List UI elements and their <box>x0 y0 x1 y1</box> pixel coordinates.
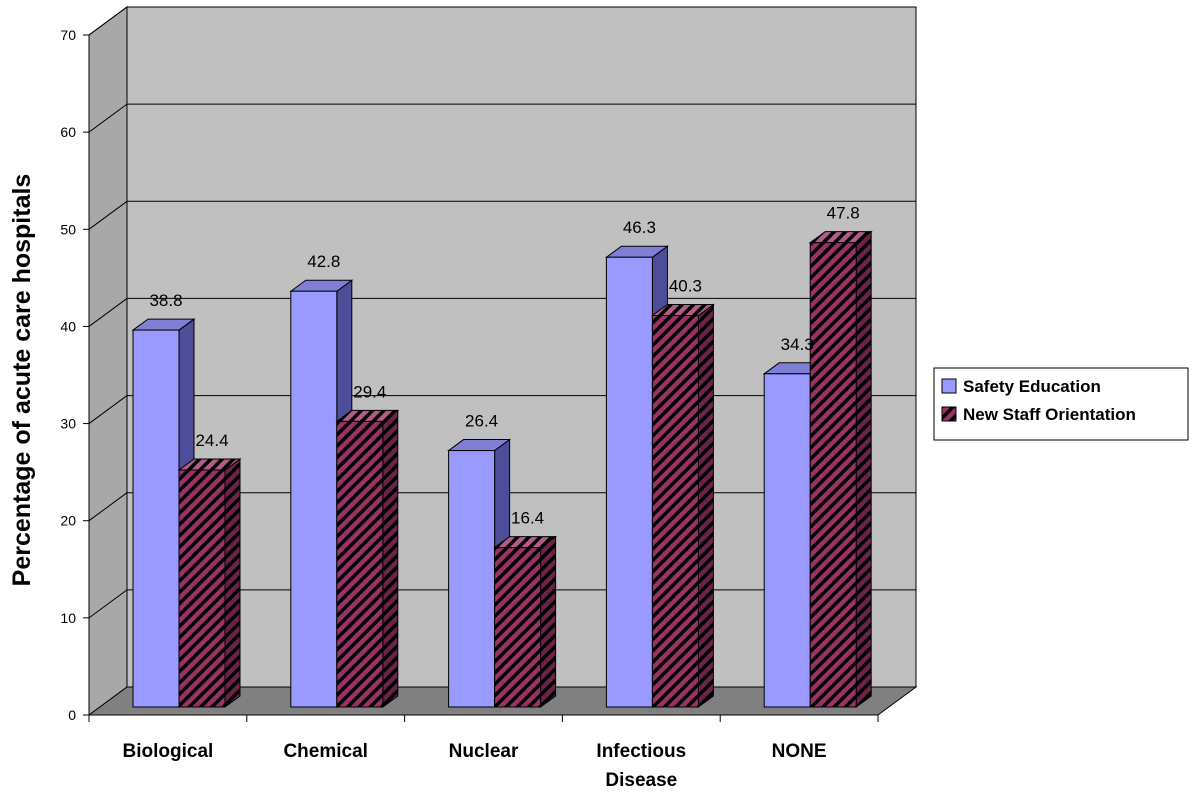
bar-side <box>697 303 714 708</box>
bar-new-staff-orientation <box>335 409 400 708</box>
y-tick-label: 60 <box>60 124 76 140</box>
legend-label: New Staff Orientation <box>963 405 1136 424</box>
bar-new-staff-orientation <box>808 230 873 708</box>
bar-new-staff-orientation <box>650 303 715 708</box>
y-tick-label: 0 <box>68 707 76 723</box>
bar-front <box>651 315 699 708</box>
category-label: Chemical <box>283 741 367 762</box>
category-label: NONE <box>772 741 827 762</box>
bar-safety-education <box>131 318 196 708</box>
y-tick-label: 40 <box>60 318 76 334</box>
legend-item: New Staff Orientation <box>941 405 1136 424</box>
category-label: Nuclear <box>449 741 519 762</box>
bar-front <box>763 373 811 708</box>
data-label: 47.8 <box>827 204 860 223</box>
category-label: Biological <box>123 741 214 762</box>
bar-front <box>809 242 857 708</box>
data-label: 26.4 <box>465 412 498 431</box>
y-tick-label: 10 <box>60 610 76 626</box>
legend-box <box>933 367 1189 441</box>
gridline <box>88 492 128 522</box>
legend-swatch <box>941 406 957 422</box>
y-tick-label: 20 <box>60 513 76 529</box>
category-label: Infectious Disease <box>596 741 686 791</box>
bar-side <box>224 457 241 708</box>
bar-front <box>132 329 180 708</box>
bar-side <box>382 409 399 708</box>
legend: Safety Education New Staff Orientation <box>933 367 1189 441</box>
gridline <box>88 298 128 327</box>
data-label: 38.8 <box>149 291 182 310</box>
data-label: 16.4 <box>511 509 544 528</box>
data-labels: 38.8 24.4 42.8 29.4 26.4 16.4 46.3 40.3 34.3 47.8 <box>149 204 859 528</box>
bar-side <box>540 535 557 708</box>
bar-side <box>855 230 872 708</box>
bar-front <box>494 547 542 708</box>
bar-front <box>336 420 384 708</box>
gridline <box>88 589 128 619</box>
y-tick-label: 30 <box>60 416 76 432</box>
legend-label: Safety Education <box>963 377 1101 396</box>
y-tick-label: 70 <box>60 27 76 43</box>
bar-front <box>448 450 496 708</box>
bar-new-staff-orientation <box>177 457 242 708</box>
legend-item: Safety Education <box>941 377 1101 396</box>
gridline <box>88 200 128 230</box>
legend-swatch <box>941 378 957 394</box>
gridline <box>88 395 128 424</box>
y-axis: 0 10 20 30 40 50 60 70 <box>60 27 90 723</box>
bar-front <box>290 290 338 708</box>
gridline <box>88 6 128 36</box>
data-label: 40.3 <box>669 277 702 296</box>
bars <box>131 230 873 708</box>
data-label: 29.4 <box>353 382 386 401</box>
data-label: 42.8 <box>307 252 340 271</box>
data-label: 34.3 <box>781 335 814 354</box>
bar-new-staff-orientation <box>493 535 558 708</box>
bar-front <box>178 469 226 708</box>
gridline <box>88 103 128 133</box>
plot-side-wall <box>88 6 128 716</box>
y-tick-label: 50 <box>60 221 76 237</box>
x-axis: Biological Chemical Nuclear Infectious Disea… <box>88 714 879 791</box>
data-label: 46.3 <box>623 218 656 237</box>
y-axis-title: Percentage of acute care hospitals <box>8 174 36 587</box>
bar-front <box>605 256 653 708</box>
data-label: 24.4 <box>195 431 228 450</box>
